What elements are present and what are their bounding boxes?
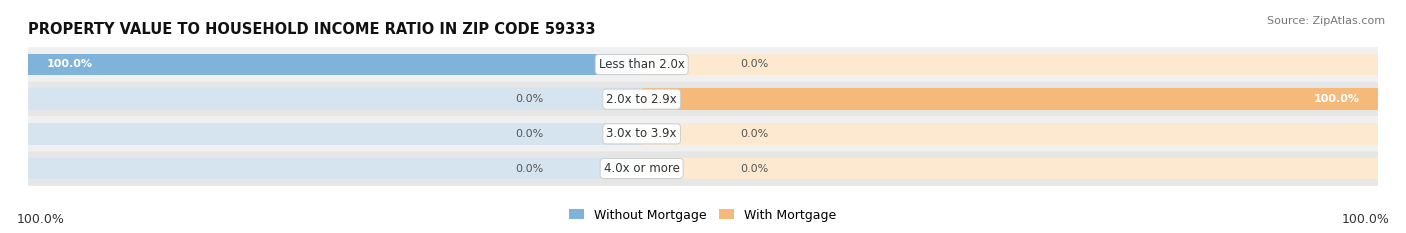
Text: 100.0%: 100.0% — [17, 212, 65, 226]
Text: 2.0x to 2.9x: 2.0x to 2.9x — [606, 93, 678, 106]
FancyBboxPatch shape — [28, 47, 1378, 82]
Text: Less than 2.0x: Less than 2.0x — [599, 58, 685, 71]
Text: 0.0%: 0.0% — [515, 94, 544, 104]
Bar — [641, 88, 1378, 110]
Text: 0.0%: 0.0% — [515, 129, 544, 139]
Text: 100.0%: 100.0% — [1341, 212, 1389, 226]
Bar — [641, 123, 1378, 145]
FancyBboxPatch shape — [28, 82, 1378, 116]
Text: 0.0%: 0.0% — [740, 164, 768, 174]
Bar — [641, 54, 1378, 75]
Bar — [28, 88, 641, 110]
Text: 100.0%: 100.0% — [46, 59, 93, 69]
FancyBboxPatch shape — [28, 116, 1378, 151]
Text: 0.0%: 0.0% — [740, 129, 768, 139]
Text: 4.0x or more: 4.0x or more — [603, 162, 679, 175]
Bar — [28, 158, 641, 179]
Bar — [641, 88, 1378, 110]
Bar — [28, 54, 641, 75]
Legend: Without Mortgage, With Mortgage: Without Mortgage, With Mortgage — [564, 204, 842, 226]
Bar — [28, 54, 641, 75]
Text: 100.0%: 100.0% — [1313, 94, 1360, 104]
Text: PROPERTY VALUE TO HOUSEHOLD INCOME RATIO IN ZIP CODE 59333: PROPERTY VALUE TO HOUSEHOLD INCOME RATIO… — [28, 22, 596, 37]
Text: Source: ZipAtlas.com: Source: ZipAtlas.com — [1267, 16, 1385, 26]
Text: 0.0%: 0.0% — [740, 59, 768, 69]
Text: 3.0x to 3.9x: 3.0x to 3.9x — [606, 127, 676, 140]
FancyBboxPatch shape — [28, 151, 1378, 186]
Text: 0.0%: 0.0% — [515, 164, 544, 174]
Bar — [641, 158, 1378, 179]
Bar — [28, 123, 641, 145]
